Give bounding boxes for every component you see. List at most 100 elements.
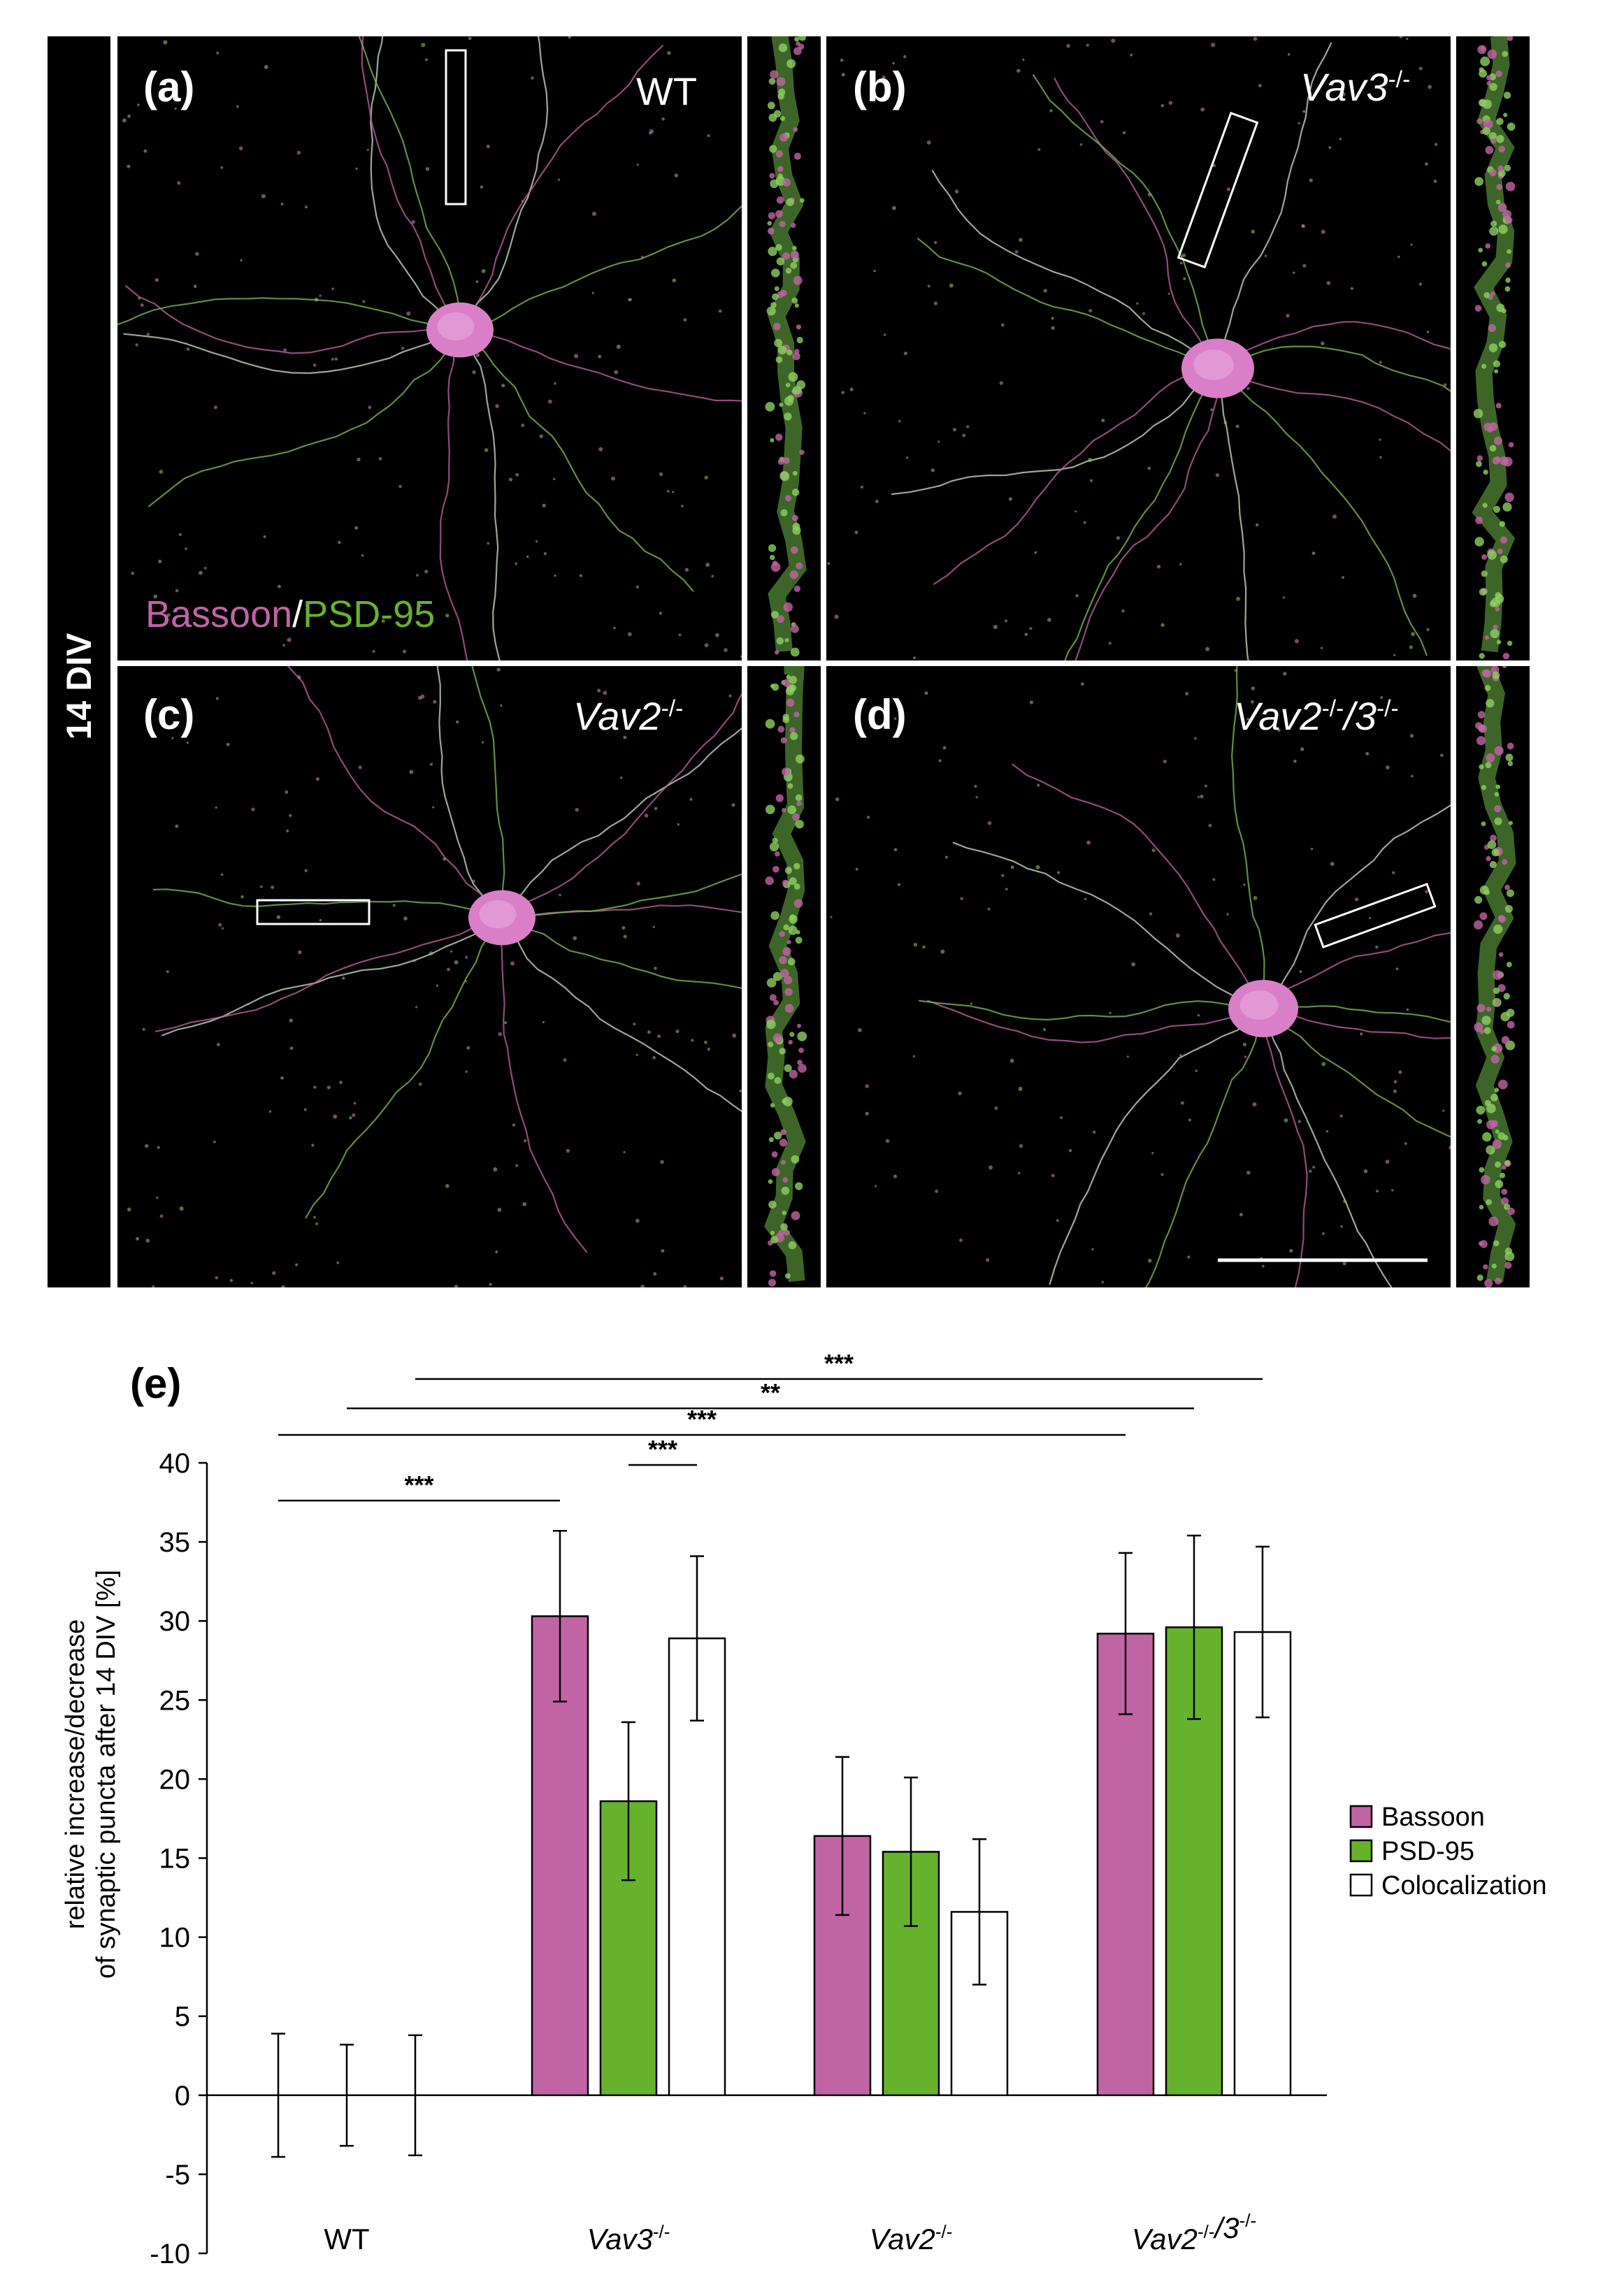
- punctum: [1480, 56, 1490, 66]
- punctum: [1068, 1148, 1072, 1153]
- punctum: [158, 559, 162, 563]
- punctum: [1491, 849, 1500, 857]
- punctum: [1479, 764, 1484, 770]
- punctum: [772, 322, 781, 331]
- punctum: [1494, 792, 1500, 797]
- synaptic-puncta: [122, 36, 742, 658]
- punctum: [893, 848, 898, 852]
- punctum: [171, 737, 174, 739]
- punctum: [433, 700, 437, 704]
- punctum: [1506, 889, 1514, 897]
- punctum: [156, 1197, 159, 1199]
- punctum: [770, 70, 779, 79]
- punctum: [769, 1270, 777, 1277]
- significance-label: ***: [648, 1435, 677, 1464]
- punctum: [681, 505, 684, 507]
- roi-box: [445, 49, 467, 205]
- punctum: [1210, 408, 1213, 412]
- punctum: [933, 301, 938, 305]
- punctum: [1484, 1279, 1493, 1287]
- punctum: [1142, 312, 1146, 315]
- punctum: [1167, 292, 1170, 295]
- punctum: [1365, 751, 1370, 756]
- punctum: [1490, 628, 1500, 639]
- punctum: [711, 575, 714, 578]
- punctum: [1156, 565, 1161, 569]
- punctum: [719, 1276, 724, 1280]
- punctum: [640, 1284, 645, 1287]
- stain-legend: Bassoon/PSD-95: [145, 593, 435, 636]
- punctum: [411, 219, 415, 224]
- punctum: [1418, 282, 1423, 286]
- punctum: [1409, 645, 1413, 649]
- punctum: [1486, 753, 1495, 763]
- punctum: [220, 166, 224, 169]
- punctum: [784, 976, 793, 985]
- punctum: [174, 107, 177, 110]
- punctum: [454, 960, 459, 965]
- punctum: [771, 268, 780, 277]
- punctum: [1019, 1143, 1023, 1148]
- punctum: [1502, 460, 1508, 465]
- punctum: [787, 783, 793, 789]
- punctum: [1507, 122, 1516, 131]
- punctum: [796, 324, 802, 330]
- punctum: [1404, 1142, 1407, 1146]
- punctum: [958, 1091, 962, 1096]
- punctum: [1100, 120, 1104, 124]
- punctum: [1490, 1094, 1498, 1102]
- punctum: [1244, 1055, 1247, 1059]
- punctum: [1488, 324, 1496, 333]
- side-label-bar: 14 DIV: [48, 36, 110, 1287]
- punctum: [1342, 1262, 1346, 1266]
- punctum: [1418, 66, 1423, 71]
- legend-label: Bassoon: [1381, 1803, 1485, 1832]
- punctum: [652, 925, 655, 928]
- punctum: [1283, 672, 1287, 676]
- punctum: [1491, 1120, 1499, 1127]
- punctum: [1246, 1171, 1251, 1175]
- punctum: [1310, 847, 1314, 851]
- dendrites: [919, 666, 1451, 1287]
- punctum: [331, 358, 334, 361]
- punctum: [779, 133, 789, 142]
- punctum: [795, 819, 804, 829]
- punctum: [782, 1211, 786, 1215]
- dendrite: [501, 904, 742, 919]
- punctum: [1487, 49, 1497, 59]
- punctum: [424, 570, 429, 574]
- punctum: [531, 76, 534, 80]
- punctum: [287, 637, 292, 642]
- punctum: [1001, 874, 1005, 877]
- punctum: [1051, 1174, 1055, 1178]
- punctum: [250, 1281, 253, 1285]
- punctum: [782, 679, 791, 687]
- dendrites: [117, 36, 742, 660]
- punctum: [1293, 271, 1295, 274]
- soma-highlight: [1193, 349, 1234, 380]
- inset-panel-a: [747, 36, 821, 660]
- punctum: [1474, 305, 1482, 312]
- punctum: [1089, 479, 1093, 482]
- punctum: [1160, 103, 1165, 108]
- punctum: [1494, 817, 1502, 825]
- dendrite: [1217, 345, 1451, 392]
- dendrite: [370, 36, 461, 331]
- punctum: [777, 725, 785, 733]
- punctum: [1101, 1280, 1105, 1284]
- punctum: [1497, 1079, 1508, 1090]
- punctum: [226, 742, 230, 746]
- punctum: [1502, 1165, 1507, 1170]
- punctum: [135, 343, 138, 347]
- punctum: [213, 1140, 216, 1143]
- punctum: [793, 883, 800, 890]
- punctum: [765, 401, 775, 412]
- punctum: [614, 370, 619, 375]
- punctum: [784, 988, 793, 996]
- punctum: [277, 584, 281, 589]
- punctum: [1494, 369, 1499, 374]
- punctum: [1320, 647, 1323, 649]
- punctum: [777, 173, 784, 179]
- punctum: [1479, 1029, 1484, 1034]
- punctum: [653, 1272, 657, 1276]
